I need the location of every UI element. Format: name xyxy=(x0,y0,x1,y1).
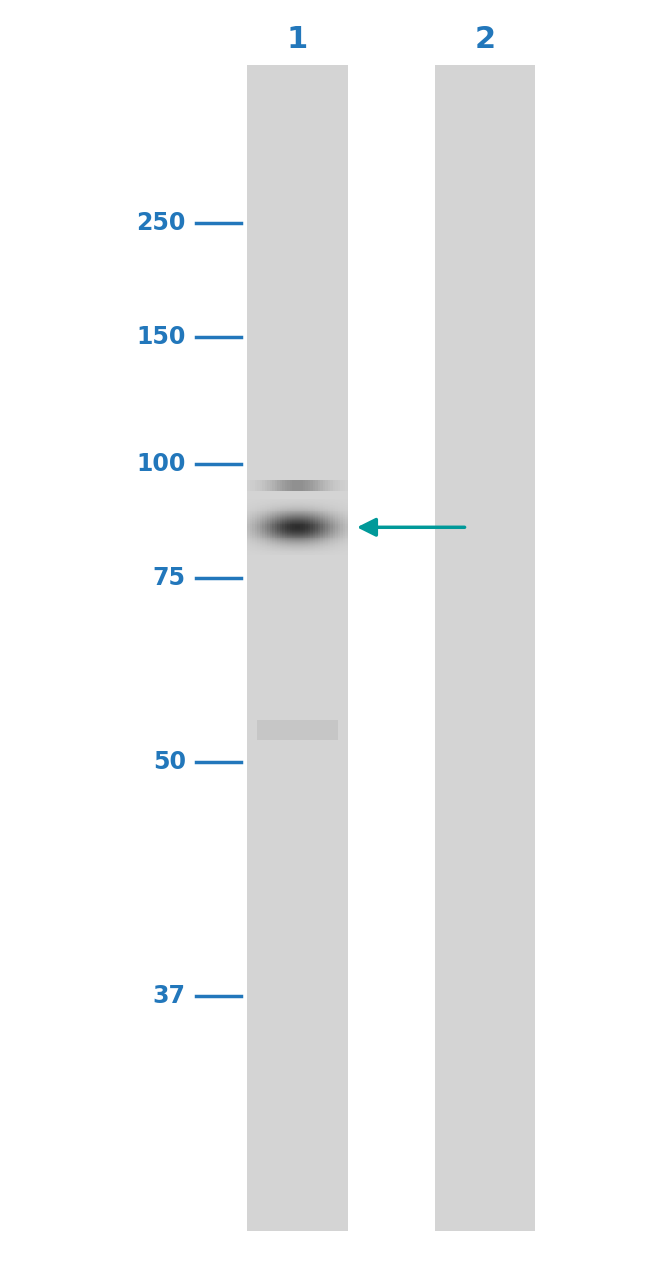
Bar xyxy=(292,480,295,491)
Bar xyxy=(305,480,307,491)
Bar xyxy=(343,480,345,491)
Bar xyxy=(295,480,298,491)
Bar xyxy=(252,480,255,491)
Bar xyxy=(345,480,348,491)
Bar xyxy=(322,480,325,491)
Bar xyxy=(255,480,257,491)
Bar xyxy=(310,480,313,491)
Bar xyxy=(257,480,260,491)
Bar xyxy=(263,480,265,491)
Bar xyxy=(435,65,536,1231)
Text: 75: 75 xyxy=(153,566,186,591)
Bar xyxy=(265,480,267,491)
Text: 150: 150 xyxy=(136,325,186,349)
Bar xyxy=(335,480,337,491)
Bar xyxy=(340,480,343,491)
Bar xyxy=(313,480,315,491)
Text: 2: 2 xyxy=(474,25,496,53)
Bar xyxy=(290,480,292,491)
Bar xyxy=(272,480,275,491)
Bar xyxy=(248,480,250,491)
Text: 100: 100 xyxy=(136,452,186,476)
Bar xyxy=(325,480,328,491)
Bar xyxy=(337,480,340,491)
Bar xyxy=(280,480,283,491)
Bar xyxy=(320,480,322,491)
Bar xyxy=(328,480,330,491)
Bar xyxy=(267,480,270,491)
Bar xyxy=(283,480,285,491)
Bar xyxy=(257,720,337,740)
Bar xyxy=(298,480,300,491)
Bar xyxy=(285,480,287,491)
Bar xyxy=(315,480,318,491)
Bar xyxy=(270,480,272,491)
Text: 37: 37 xyxy=(153,984,186,1008)
Bar xyxy=(250,480,252,491)
Bar xyxy=(260,480,263,491)
Bar xyxy=(287,480,290,491)
Bar xyxy=(307,480,310,491)
Text: 50: 50 xyxy=(153,749,186,773)
Bar xyxy=(275,480,278,491)
Text: 1: 1 xyxy=(287,25,308,53)
Bar xyxy=(300,480,302,491)
Bar xyxy=(302,480,305,491)
Bar xyxy=(333,480,335,491)
Bar xyxy=(248,65,348,1231)
Bar xyxy=(318,480,320,491)
Bar xyxy=(330,480,333,491)
Bar xyxy=(278,480,280,491)
Text: 250: 250 xyxy=(136,211,186,235)
